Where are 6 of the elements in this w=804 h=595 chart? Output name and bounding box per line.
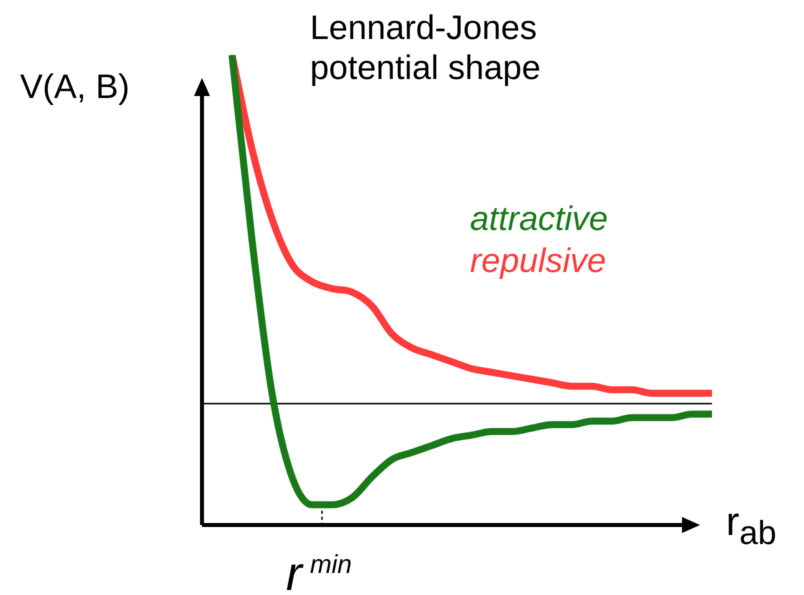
- x-axis-title: r$_{ab}$: [726, 500, 776, 553]
- text: repulsive: [470, 241, 608, 282]
- text: r$^{min}$: [286, 547, 352, 595]
- chart-title: Lennard-Jones potential shape: [310, 8, 542, 88]
- text: attractive: [470, 199, 608, 240]
- y-axis-title: V(A, B): [20, 68, 130, 107]
